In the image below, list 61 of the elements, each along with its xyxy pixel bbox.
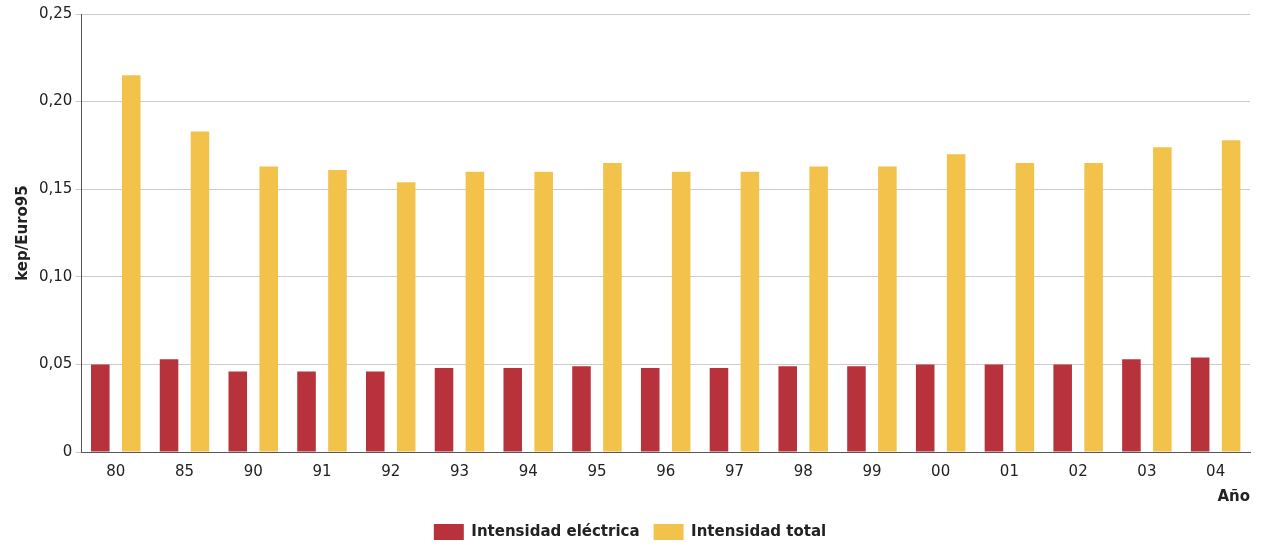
bar [915,364,935,452]
bar [396,182,416,452]
bar [328,169,347,452]
y-tick-label: 0 [62,441,73,460]
bar [1053,364,1072,452]
bar [740,171,760,452]
bar [1015,162,1035,452]
bar [190,131,210,452]
bar [1153,147,1172,452]
bar [434,367,454,452]
x-tick-label: 91 [312,461,332,480]
bar [1084,162,1103,452]
x-tick-label: 85 [174,461,195,480]
x-tick-label: 96 [656,461,676,480]
bar [503,367,523,452]
x-tick-label: 95 [587,461,607,480]
bar [297,371,316,452]
bar [671,171,691,452]
bar [365,371,385,452]
x-tick-label: 01 [999,461,1019,480]
y-axis-title: kep/Euro95 [12,185,31,281]
x-tick-label: 02 [1068,461,1088,480]
x-tick-label: 93 [449,461,470,480]
x-tick-label: 92 [381,461,401,480]
bar [640,367,660,452]
x-tick-label: 94 [518,461,538,480]
bar [1190,357,1210,452]
y-tick-label: 0,10 [38,266,73,285]
bar [465,171,485,452]
y-tick-label: 0,20 [38,91,73,110]
bar [1122,359,1141,452]
bar [259,166,278,452]
x-tick-label: 90 [243,461,263,480]
bar [984,364,1004,452]
bar [91,364,110,452]
x-tick-label: 80 [106,461,126,480]
legend-label: Intensidad total [691,521,827,540]
y-tick-label: 0,25 [38,3,73,22]
bar [946,154,966,452]
x-axis-title: Año [1217,486,1250,505]
legend-label: Intensidad eléctrica [471,521,640,540]
bar [228,371,248,452]
bar [534,171,553,452]
bar [121,75,141,452]
bar [1221,140,1241,452]
bar [709,367,729,452]
x-tick-label: 97 [724,461,744,480]
bar [809,166,828,452]
x-tick-label: 00 [931,461,951,480]
bar [603,162,622,452]
x-tick-label: 03 [1137,461,1157,480]
x-tick-label: 99 [862,461,882,480]
bar [878,166,897,452]
x-tick-label: 04 [1206,461,1226,480]
x-tick-label: 98 [793,461,813,480]
bar [847,366,866,452]
bar [778,366,797,452]
bar [572,366,591,452]
y-tick-label: 0,15 [38,179,73,198]
bar [159,359,179,452]
y-tick-label: 0,05 [38,354,73,373]
